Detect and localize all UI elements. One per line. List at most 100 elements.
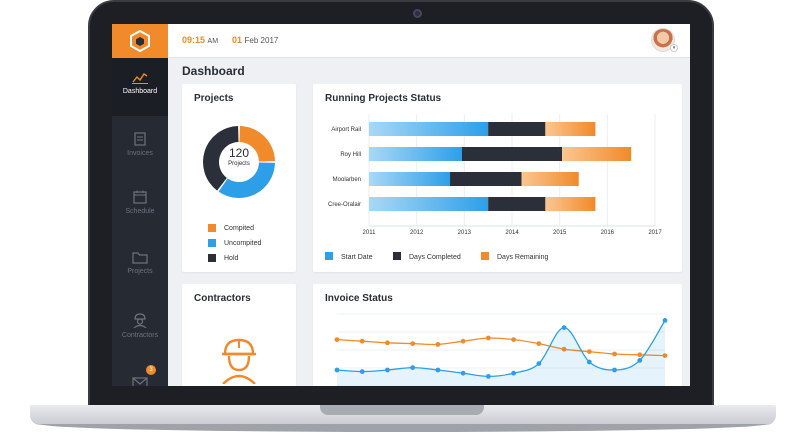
data-point [536, 341, 542, 346]
card-title: Running Projects Status [325, 93, 442, 104]
sidebar-item-schedule[interactable]: Schedule [112, 178, 168, 236]
legend-hold: Hold [208, 254, 238, 262]
time-ampm: AM [207, 38, 219, 45]
x-tick-label: 2014 [505, 230, 519, 236]
legend-swatch [208, 239, 216, 247]
legend-label: Days Completed [409, 254, 461, 261]
main-content: Dashboard Projects 120 Projects Compited… [168, 58, 690, 386]
bar-days-remaining [545, 122, 596, 136]
data-point [460, 370, 466, 376]
legend-label: Days Remaining [497, 254, 548, 261]
date-month-year: Feb 2017 [244, 36, 279, 45]
legend-completed: Compited [208, 224, 254, 232]
current-date: 01 Feb 2017 [232, 35, 278, 45]
sidebar-item-dashboard[interactable]: Dashboard [112, 58, 168, 116]
data-point [359, 338, 365, 344]
data-point [334, 337, 340, 342]
sidebar-item-invoices[interactable]: Invoices [112, 118, 168, 176]
time-value: 09:15 [182, 35, 206, 45]
data-point [536, 361, 542, 366]
sidebar: Dashboard Invoices Schedule [112, 58, 168, 386]
data-point [485, 335, 491, 341]
app-screen: 09:15 AM 01 Feb 2017 ▾ Dashboard [112, 24, 690, 386]
bar-days-remaining [562, 147, 632, 161]
legend-label: Uncompited [224, 239, 262, 247]
sidebar-item-projects[interactable]: Projects [112, 238, 168, 296]
data-point [561, 325, 567, 330]
cube-logo-icon [130, 30, 150, 52]
data-point [586, 349, 592, 354]
laptop-notch [320, 405, 484, 415]
category-label: Roy Hill [340, 152, 361, 158]
laptop-base [30, 405, 776, 425]
x-tick-label: 2012 [410, 230, 424, 236]
donut-center-value: 120 [228, 146, 250, 160]
data-point [385, 340, 390, 346]
card-title: Projects [194, 93, 234, 104]
legend-label: Start Date [341, 254, 373, 261]
sidebar-item-label: Contractors [121, 332, 159, 339]
x-tick-label: 2013 [458, 230, 472, 236]
page-title: Dashboard [182, 64, 245, 78]
data-point [435, 367, 441, 373]
bar-start-date [369, 197, 489, 211]
projects-card: Projects 120 Projects Compited Uncompite… [182, 84, 296, 272]
bar-days-remaining [521, 172, 579, 186]
sidebar-item-label: Schedule [125, 208, 155, 215]
chevron-down-icon[interactable]: ▾ [670, 44, 678, 52]
data-point [637, 358, 643, 363]
app-logo[interactable] [112, 24, 168, 58]
bar-days-completed [461, 147, 563, 161]
webcam [413, 9, 422, 18]
sidebar-item-contractors[interactable]: Contractors [112, 298, 168, 356]
folder-icon [132, 252, 148, 264]
donut-slice-hold [203, 126, 239, 191]
bar-days-remaining [545, 197, 596, 211]
legend-swatch [208, 224, 216, 232]
chart-icon [132, 73, 148, 84]
worker-icon [133, 313, 147, 328]
data-point [410, 341, 416, 346]
data-point [612, 367, 617, 373]
card-title: Invoice Status [325, 293, 393, 304]
data-point [637, 352, 643, 358]
calendar-icon [133, 190, 147, 204]
data-point [662, 318, 668, 323]
legend-swatch [481, 252, 489, 260]
invoice-status-card: Invoice Status [313, 284, 682, 386]
data-point [460, 338, 466, 344]
donut-slice-uncompited [218, 162, 275, 198]
clock-time: 09:15 AM [182, 35, 218, 45]
sidebar-item-messages[interactable]: 3 [112, 363, 168, 386]
bar-days-completed [488, 122, 546, 136]
data-point [662, 353, 668, 358]
running-projects-bar-chart: 2011 2012 2013 2014 2015 2016 2017 Airport Rail… [325, 114, 662, 261]
x-tick-label: 2016 [601, 230, 615, 236]
sidebar-item-label: Projects [127, 268, 153, 275]
data-point [586, 359, 592, 365]
legend-swatch [325, 252, 333, 260]
contractor-worker-icon [222, 338, 256, 384]
data-point [485, 374, 491, 379]
projects-donut-chart [203, 126, 275, 198]
category-label: Moolarben [333, 177, 361, 183]
legend-uncompleted: Uncompited [208, 239, 261, 247]
bar-days-completed [450, 172, 522, 186]
date-day: 01 [232, 35, 243, 45]
bar-days-completed [488, 197, 546, 211]
contractors-card: Contractors [182, 284, 296, 386]
data-point [334, 367, 340, 373]
donut-center-label: Projects [228, 161, 250, 167]
data-point [561, 346, 567, 352]
data-point [612, 351, 617, 357]
bar-start-date [369, 122, 489, 136]
bar-start-date [369, 172, 451, 186]
legend-label: Hold [224, 254, 239, 262]
x-tick-label: 2011 [363, 230, 377, 236]
running-projects-card: Running Projects Status 2011 2012 2013 2014… [313, 84, 682, 272]
category-label: Airport Rail [331, 127, 361, 133]
notification-badge: 3 [146, 365, 156, 375]
data-point [385, 367, 390, 373]
x-tick-label: 2017 [648, 230, 662, 236]
top-bar: 09:15 AM 01 Feb 2017 ▾ [168, 24, 690, 58]
